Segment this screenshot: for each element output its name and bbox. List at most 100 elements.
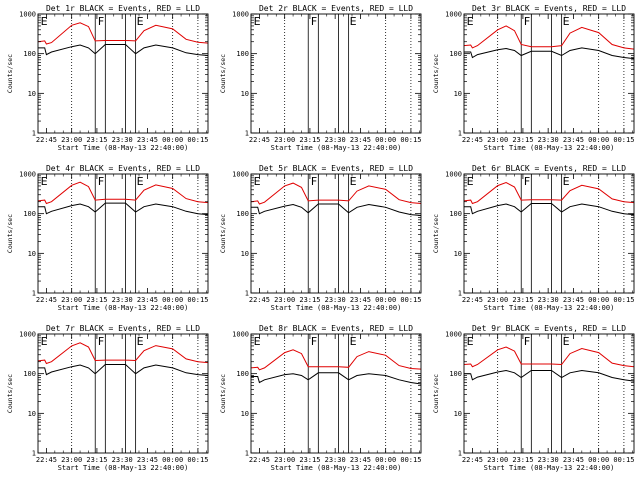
- y-tick-label: 10: [454, 90, 462, 98]
- y-axis-label: Counts/sec: [432, 54, 440, 93]
- series-line-lld: [463, 181, 635, 205]
- y-tick-label: 100: [23, 210, 36, 218]
- x-tick-label: 22:45: [249, 296, 270, 304]
- y-tick-label: 1000: [19, 11, 36, 19]
- plot-frame: [37, 13, 209, 134]
- x-tick-label: 00:00: [588, 296, 609, 304]
- y-tick-label: 1000: [232, 11, 249, 19]
- interval-marker: E: [137, 15, 144, 28]
- y-axis-label: Counts/sec: [219, 374, 227, 413]
- x-tick-label: 23:45: [563, 456, 584, 464]
- interval-marker: F: [524, 335, 530, 348]
- plot-frame: [463, 173, 635, 294]
- interval-marker: E: [254, 15, 261, 28]
- x-tick-label: 00:00: [588, 136, 609, 144]
- series-line-lld: [37, 22, 209, 45]
- x-tick-label: 22:45: [36, 456, 57, 464]
- x-tick-label: 23:15: [512, 296, 533, 304]
- interval-marker: E: [563, 15, 570, 28]
- y-tick-label: 1000: [445, 331, 462, 339]
- x-tick-label: 00:00: [375, 296, 396, 304]
- x-tick-label: 23:15: [512, 136, 533, 144]
- x-axis-label: Start Time (08-May-13 22:40:00): [58, 304, 189, 312]
- panel-det-1: Det 1r BLACK = Events, RED = LLD E F E 1 10 10…: [6, 4, 209, 152]
- y-tick-label: 1: [458, 290, 462, 298]
- x-tick-label: 23:00: [274, 136, 295, 144]
- x-tick-label: 23:45: [350, 456, 371, 464]
- x-tick-label: 23:30: [112, 456, 133, 464]
- series-line-events: [251, 203, 422, 216]
- interval-marker: F: [311, 175, 317, 188]
- interval-marker: F: [524, 175, 530, 188]
- x-axis-label: Start Time (08-May-13 22:40:00): [484, 144, 615, 152]
- x-axis-label: Start Time (08-May-13 22:40:00): [58, 464, 189, 472]
- y-tick-label: 10: [28, 250, 36, 258]
- y-tick-label: 1: [458, 450, 462, 458]
- y-tick-label: 1: [32, 450, 36, 458]
- y-tick-label: 1: [32, 130, 36, 138]
- y-tick-label: 1: [458, 130, 462, 138]
- plot-frame: [250, 333, 422, 454]
- y-axis-label: Counts/sec: [6, 214, 14, 253]
- x-tick-label: 22:45: [462, 296, 483, 304]
- x-axis-label: Start Time (08-May-13 22:40:00): [271, 304, 402, 312]
- interval-marker: F: [98, 335, 104, 348]
- x-tick-label: 22:45: [249, 136, 270, 144]
- x-tick-label: 23:00: [487, 136, 508, 144]
- series-line-lld: [250, 182, 422, 205]
- interval-marker: F: [98, 15, 104, 28]
- x-tick-label: 23:45: [137, 296, 158, 304]
- x-tick-label: 23:15: [86, 456, 107, 464]
- x-tick-label: 23:15: [299, 456, 320, 464]
- x-tick-label: 23:45: [350, 296, 371, 304]
- x-tick-label: 23:15: [512, 456, 533, 464]
- x-tick-label: 23:45: [350, 136, 371, 144]
- interval-marker: E: [137, 335, 144, 348]
- x-tick-label: 23:30: [325, 296, 346, 304]
- y-tick-label: 1: [245, 450, 249, 458]
- x-tick-label: 00:00: [375, 136, 396, 144]
- y-tick-label: 1: [245, 130, 249, 138]
- y-tick-label: 100: [236, 210, 249, 218]
- panel-det-6: Det 6r BLACK = Events, RED = LLD E F E 1 10 10…: [432, 164, 635, 312]
- x-tick-label: 23:00: [61, 136, 82, 144]
- x-tick-label: 23:15: [299, 136, 320, 144]
- y-tick-label: 100: [449, 50, 462, 58]
- x-tick-label: 23:30: [538, 296, 559, 304]
- y-tick-label: 100: [236, 50, 249, 58]
- panel-det-8: Det 8r BLACK = Events, RED = LLD E F E 1 10 10…: [219, 324, 422, 472]
- series-line-events: [464, 203, 635, 216]
- series-line-lld: [463, 25, 635, 50]
- y-axis-label: Counts/sec: [6, 54, 14, 93]
- interval-marker: F: [311, 15, 317, 28]
- x-tick-label: 23:30: [538, 136, 559, 144]
- y-axis-label: Counts/sec: [6, 374, 14, 413]
- panel-title: Det 6r BLACK = Events, RED = LLD: [472, 164, 626, 173]
- y-tick-label: 100: [449, 370, 462, 378]
- panel-det-3: Det 3r BLACK = Events, RED = LLD E F E 1 10 10…: [432, 4, 635, 152]
- plot-frame: [37, 173, 209, 294]
- interval-marker: E: [467, 335, 474, 348]
- interval-marker: E: [350, 335, 357, 348]
- x-tick-label: 00:15: [400, 136, 421, 144]
- x-tick-label: 00:00: [162, 456, 183, 464]
- x-tick-label: 23:30: [325, 456, 346, 464]
- series-line-lld: [463, 346, 635, 368]
- x-tick-label: 23:15: [86, 136, 107, 144]
- series-line-events: [251, 372, 422, 385]
- y-tick-label: 1000: [19, 171, 36, 179]
- interval-marker: E: [137, 175, 144, 188]
- y-tick-label: 100: [23, 370, 36, 378]
- y-tick-label: 10: [454, 250, 462, 258]
- panel-title: Det 8r BLACK = Events, RED = LLD: [259, 324, 413, 333]
- panel-title: Det 7r BLACK = Events, RED = LLD: [46, 324, 200, 333]
- x-tick-label: 23:45: [563, 136, 584, 144]
- x-tick-label: 23:30: [112, 296, 133, 304]
- x-axis-label: Start Time (08-May-13 22:40:00): [484, 304, 615, 312]
- interval-marker: E: [350, 15, 357, 28]
- x-axis-label: Start Time (08-May-13 22:40:00): [271, 464, 402, 472]
- y-tick-label: 10: [241, 410, 249, 418]
- x-tick-label: 00:15: [613, 136, 634, 144]
- x-tick-label: 23:30: [538, 456, 559, 464]
